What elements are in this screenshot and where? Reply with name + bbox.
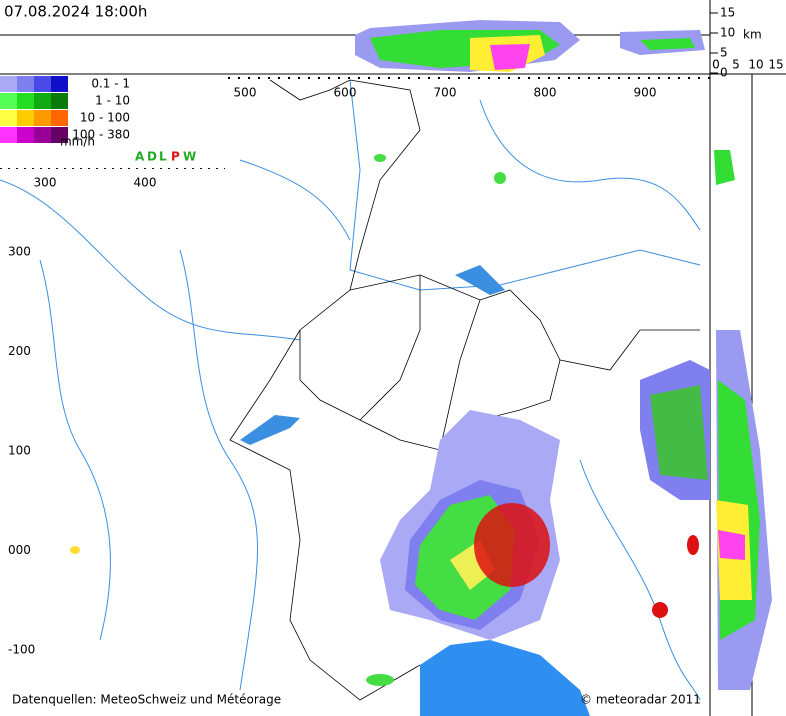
legend-label: 0.1 - 1 <box>91 77 130 91</box>
map <box>0 79 701 716</box>
legend-swatch <box>17 110 34 126</box>
legend-swatch <box>51 76 68 92</box>
lightning <box>687 535 699 555</box>
x-coord-label: 500 <box>234 86 257 100</box>
echo <box>374 154 386 162</box>
legend-swatch <box>0 76 17 92</box>
sensor-letter: P <box>171 150 180 164</box>
legend-swatch <box>17 76 34 92</box>
y-coord-label: -100 <box>8 643 35 657</box>
height-tick-label: 0 <box>720 66 728 80</box>
sensor-letter: W <box>183 150 196 164</box>
border <box>559 329 700 371</box>
height-tick-label: 10 <box>720 26 735 40</box>
echo <box>718 530 745 560</box>
lake <box>455 265 505 295</box>
legend-swatch <box>17 127 34 143</box>
echo <box>490 44 530 70</box>
y-coord-label: 100 <box>8 444 31 458</box>
border <box>359 275 481 451</box>
legend-swatch <box>0 110 17 126</box>
river <box>479 99 701 231</box>
river <box>39 259 111 641</box>
legend-label: 1 - 10 <box>95 94 130 108</box>
y-coord-label: 300 <box>8 245 31 259</box>
echo <box>650 385 708 480</box>
border <box>229 79 421 701</box>
sensor-letter: D <box>147 150 157 164</box>
legend-swatch <box>51 93 68 109</box>
echo <box>714 150 735 185</box>
radar-echoes <box>70 154 710 686</box>
side-tick-label: 15 <box>768 58 783 72</box>
river <box>179 249 258 691</box>
legend-swatch <box>51 110 68 126</box>
legend-swatch <box>34 110 51 126</box>
echo <box>640 38 695 50</box>
side-tick-label: 0 <box>712 58 720 72</box>
x-coord-label: 800 <box>534 86 557 100</box>
timestamp: 07.08.2024 18:00h <box>4 3 147 21</box>
x-coord-label: 400 <box>134 176 157 190</box>
river <box>0 179 301 341</box>
legend-label: 10 - 100 <box>80 111 130 125</box>
sea <box>420 640 590 716</box>
side-tick-label: 10 <box>748 58 763 72</box>
river <box>239 159 351 241</box>
height-tick-label: 15 <box>720 6 735 20</box>
legend-swatch <box>34 76 51 92</box>
legend-label: 100 - 380 <box>72 128 130 142</box>
sensor-letter: L <box>159 150 167 164</box>
y-coord-label: 200 <box>8 344 31 358</box>
legend-swatch <box>34 127 51 143</box>
x-coord-label: 600 <box>334 86 357 100</box>
echo <box>366 674 394 686</box>
lightning <box>652 602 668 618</box>
border <box>299 274 561 451</box>
sensor-letter: A <box>135 150 145 164</box>
legend: 0.1 - 1 1 - 10 10 - 100 100 - 380 <box>0 75 225 168</box>
copyright: © meteoradar 2011 <box>580 693 701 707</box>
river <box>349 79 701 291</box>
lightning <box>474 503 550 587</box>
echo <box>494 172 506 184</box>
echo <box>70 546 80 554</box>
side-tick-label: 5 <box>732 58 740 72</box>
lake <box>240 415 300 445</box>
y-coord-label: 000 <box>8 543 31 557</box>
legend-swatch <box>51 127 68 143</box>
sources: Datenquellen: MeteoSchweiz und Météorage <box>12 693 281 707</box>
legend-swatch <box>34 93 51 109</box>
x-coord-label: 900 <box>634 86 657 100</box>
legend-swatch <box>0 127 17 143</box>
x-coord-label: 700 <box>434 86 457 100</box>
legend-swatch <box>0 93 17 109</box>
height-unit: km <box>743 28 762 42</box>
height-tick-label: 5 <box>720 46 728 60</box>
legend-swatch <box>17 93 34 109</box>
legend-unit: mm/h <box>60 135 95 149</box>
x-coord-label: 300 <box>34 176 57 190</box>
